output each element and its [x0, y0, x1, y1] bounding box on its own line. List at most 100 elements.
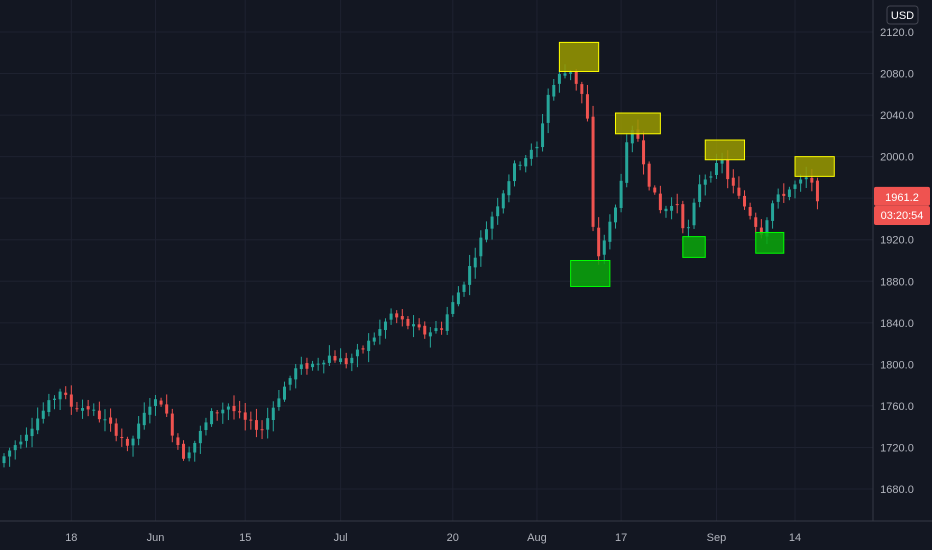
candle[interactable]	[529, 143, 533, 166]
candle[interactable]	[462, 281, 466, 297]
candle[interactable]	[468, 254, 472, 296]
candle[interactable]	[322, 360, 326, 374]
candle[interactable]	[524, 155, 528, 173]
y-axis[interactable]: 2120.02080.02040.02000.01960.01920.01880…	[880, 27, 914, 496]
candle[interactable]	[815, 177, 819, 210]
candle[interactable]	[372, 332, 376, 346]
candle[interactable]	[585, 84, 589, 122]
candle[interactable]	[305, 357, 309, 375]
candle[interactable]	[434, 320, 438, 334]
candle[interactable]	[288, 375, 292, 391]
candle[interactable]	[670, 197, 674, 220]
candle[interactable]	[30, 417, 34, 448]
candle[interactable]	[653, 185, 657, 195]
candle[interactable]	[389, 308, 393, 325]
candle[interactable]	[198, 425, 202, 454]
candle[interactable]	[490, 211, 494, 240]
candle[interactable]	[187, 446, 191, 462]
candle[interactable]	[41, 402, 45, 424]
candle[interactable]	[479, 230, 483, 267]
candle[interactable]	[496, 197, 500, 225]
candle[interactable]	[114, 418, 118, 442]
candle[interactable]	[204, 417, 208, 436]
candle[interactable]	[24, 427, 28, 448]
candle[interactable]	[97, 401, 101, 423]
candle[interactable]	[748, 202, 752, 220]
candlestick-series[interactable]	[2, 64, 819, 468]
candle[interactable]	[361, 345, 365, 354]
candle[interactable]	[625, 134, 629, 188]
candle[interactable]	[456, 286, 460, 307]
candle[interactable]	[277, 389, 281, 411]
candle[interactable]	[47, 393, 51, 417]
candle[interactable]	[283, 381, 286, 402]
candle[interactable]	[776, 188, 780, 209]
candle[interactable]	[692, 198, 696, 229]
candle[interactable]	[771, 200, 775, 229]
candle[interactable]	[249, 411, 253, 430]
candle[interactable]	[518, 161, 522, 171]
candle[interactable]	[743, 190, 747, 210]
x-axis[interactable]: 18 Jun 15 Jul 20 Aug 17 Sep 14	[65, 532, 801, 544]
candle[interactable]	[619, 173, 623, 213]
candle[interactable]	[8, 447, 12, 467]
candle[interactable]	[681, 200, 685, 234]
candle[interactable]	[350, 353, 354, 372]
candle[interactable]	[75, 401, 79, 412]
candle[interactable]	[210, 408, 214, 427]
candle[interactable]	[232, 395, 236, 420]
candle[interactable]	[58, 388, 62, 411]
candle[interactable]	[52, 395, 56, 410]
candle[interactable]	[445, 306, 449, 335]
candle[interactable]	[142, 402, 146, 430]
candle[interactable]	[546, 88, 550, 134]
candle[interactable]	[238, 400, 242, 419]
candle[interactable]	[580, 81, 584, 104]
candle[interactable]	[316, 357, 320, 371]
candle[interactable]	[675, 193, 679, 214]
candle[interactable]	[557, 70, 561, 93]
candle[interactable]	[103, 409, 107, 432]
candle[interactable]	[19, 434, 23, 449]
candle[interactable]	[271, 401, 275, 432]
candle[interactable]	[428, 327, 432, 348]
candle[interactable]	[153, 394, 157, 416]
candle[interactable]	[737, 176, 741, 199]
candle[interactable]	[642, 131, 646, 175]
candle[interactable]	[608, 214, 612, 250]
currency-badge[interactable]: USD	[886, 5, 919, 25]
candle[interactable]	[193, 440, 197, 462]
candle[interactable]	[327, 345, 331, 366]
candle[interactable]	[787, 186, 791, 201]
candle[interactable]	[613, 204, 617, 229]
candle[interactable]	[243, 402, 247, 431]
candle[interactable]	[597, 217, 601, 265]
candle[interactable]	[591, 105, 595, 232]
candle[interactable]	[86, 399, 90, 417]
candle[interactable]	[159, 397, 163, 407]
candle[interactable]	[793, 180, 797, 199]
candle[interactable]	[254, 408, 258, 438]
candle[interactable]	[473, 247, 477, 279]
candle[interactable]	[131, 435, 135, 457]
candle[interactable]	[2, 453, 6, 468]
candle[interactable]	[266, 407, 270, 439]
candle[interactable]	[109, 408, 113, 432]
candle[interactable]	[294, 363, 298, 389]
candle[interactable]	[440, 321, 444, 335]
candle[interactable]	[395, 310, 399, 324]
candle[interactable]	[69, 385, 73, 415]
candle[interactable]	[120, 428, 124, 447]
candle[interactable]	[170, 408, 174, 443]
candle[interactable]	[535, 141, 539, 158]
candle[interactable]	[226, 403, 230, 421]
candle[interactable]	[176, 433, 180, 450]
candle[interactable]	[647, 161, 651, 191]
candle[interactable]	[451, 295, 455, 317]
candle[interactable]	[731, 169, 735, 194]
candle[interactable]	[400, 309, 404, 327]
candle[interactable]	[406, 316, 410, 330]
candle[interactable]	[81, 399, 85, 419]
candle[interactable]	[703, 174, 707, 196]
candle[interactable]	[664, 205, 668, 218]
